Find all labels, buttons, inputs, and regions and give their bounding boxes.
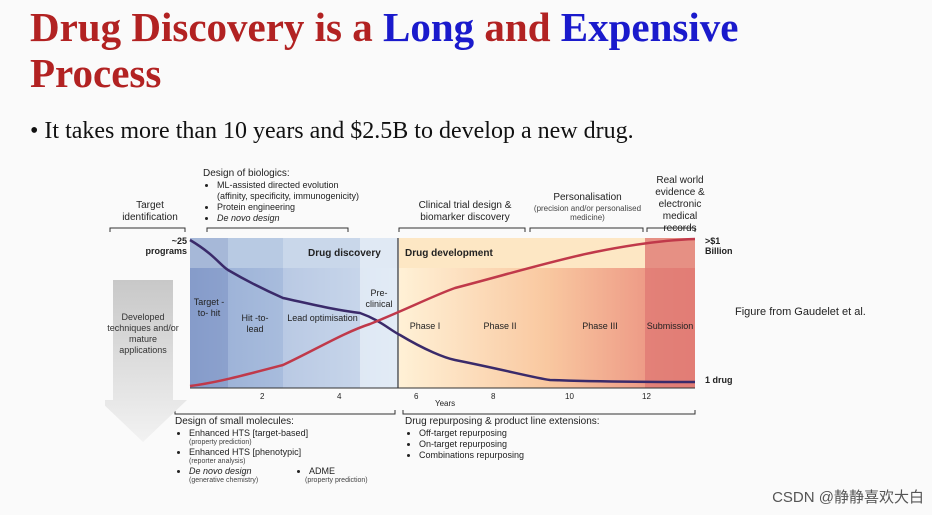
x-tick: 2 [260,392,265,401]
biologics-item: Protein engineering [217,202,383,213]
bullet-point: • It takes more than 10 years and $2.5B … [30,118,634,144]
adme-note: (property prediction) [305,477,368,484]
x-tick: 12 [642,392,651,401]
title-text-4: Expensive [560,4,739,50]
personalisation-block: Personalisation (precision and/or person… [530,192,645,222]
bracket-personalisation [529,227,644,232]
stage-lead-opt [283,238,360,388]
drug-discovery-label: Drug discovery [308,248,381,259]
x-axis-label: Years [435,399,456,408]
small-molecule-label: Enhanced HTS [phenotypic] [189,447,302,457]
stage-label: Hit -to- lead [241,313,269,334]
biologics-item: ML-assisted directed evolution [217,180,383,191]
stage-label: Target -to- hit [193,297,225,318]
stage-preclinical [360,238,398,388]
bracket-target-id [109,227,186,232]
stage-label: Pre- clinical [365,288,393,309]
target-identification-label: Target identification [122,200,178,223]
title-text-3: and [474,4,561,50]
drug-development-label: Drug development [405,248,493,259]
figure: Target identification Design of biologic… [105,160,733,500]
title-text-5: Process [30,50,162,96]
real-world-label: Real world evidence & electronic medical… [655,175,705,234]
biologics-note: (affinity, specificity, immunogenicity) [217,191,360,201]
repurposing-item: On-target repurposing [419,439,665,450]
cost-curve [189,237,696,388]
stage-label: Lead optimisation [287,313,358,323]
title-text-1: Drug Discovery is a [30,4,384,50]
repurposing-list: Off-target repurposing On-target repurpo… [405,428,665,461]
stage-label: Phase III [582,321,618,331]
small-molecule-note: (reporter analysis) [189,458,246,465]
stage-target-to-hit [190,238,228,388]
cost-label: >$1 Billion [705,236,733,256]
slide-title: Drug Discovery is a Long and Expensive Pr… [30,4,910,96]
clinical-label: Clinical trial design & biomarker discov… [418,200,512,223]
x-tick: 6 [414,392,419,401]
bracket-small-molecules [174,410,396,415]
biologics-item: De novo design [217,213,383,224]
biologics-block: Design of biologics: ML-assisted directe… [203,168,383,224]
watermark: CSDN @静静喜欢大白 [772,489,924,506]
stage-submission [645,238,695,388]
small-molecule-label: Enhanced HTS [target-based] [189,428,309,438]
arrow-text: Developed techniques and/or mature appli… [107,312,179,355]
bracket-repurposing [402,410,696,415]
small-molecule-item: Enhanced HTS [target-based](property pre… [189,428,400,447]
repurposing-block: Drug repurposing & product line extensio… [405,416,665,461]
small-molecule-item: De novo design(generative chemistry) [189,466,400,485]
figure-credit: Figure from Gaudelet et al. [735,306,866,318]
small-molecules-list: Enhanced HTS [target-based](property pre… [175,428,400,485]
bracket-real-world [646,227,696,232]
one-drug-label: 1 drug [705,375,733,385]
personalisation-note: (precision and/or personalised medicine) [533,204,642,222]
small-molecule-note: (generative chemistry) [189,477,259,484]
mature-applications-arrow [105,280,187,442]
x-tick: 4 [337,392,342,401]
stage-label: Submission [646,321,694,331]
small-molecules-block: Design of small molecules: Enhanced HTS … [175,416,400,485]
repurposing-item: Combinations repurposing [419,450,665,461]
biologics-list: ML-assisted directed evolution (affinity… [203,180,383,224]
adme-label: ADME [309,466,395,477]
bracket-biologics [206,227,349,232]
small-molecule-label: De novo design [189,466,252,476]
biologics-title: Design of biologics: [203,168,290,179]
adme-block: ADME (property prediction) [295,466,395,485]
x-tick: 10 [565,392,574,401]
stage-label: Phase I [409,321,441,331]
timeline-chart [105,227,696,442]
title-text-2: Long [383,4,475,50]
stage-label: Phase II [483,321,517,331]
stage-hit-to-lead [228,238,283,388]
x-tick: 8 [491,392,496,401]
small-molecule-item: Enhanced HTS [phenotypic](reporter analy… [189,447,400,466]
small-molecules-title: Design of small molecules: [175,416,294,427]
small-molecule-note: (property prediction) [189,439,252,446]
bracket-clinical [398,227,526,232]
personalisation-title: Personalisation [553,192,622,203]
programs-count: ~25 programs [145,236,187,256]
programs-curve [189,238,696,384]
repurposing-item: Off-target repurposing [419,428,665,439]
repurposing-title: Drug repurposing & product line extensio… [405,416,600,427]
